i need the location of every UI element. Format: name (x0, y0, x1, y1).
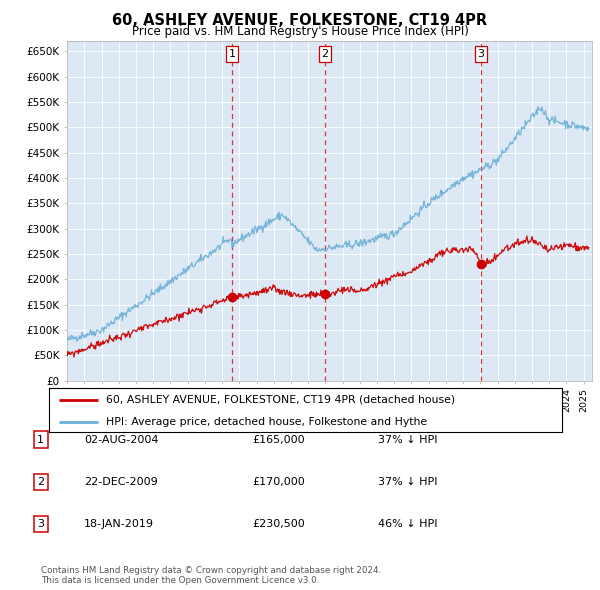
Text: HPI: Average price, detached house, Folkestone and Hythe: HPI: Average price, detached house, Folk… (106, 417, 427, 427)
Text: 22-DEC-2009: 22-DEC-2009 (84, 477, 158, 487)
Text: 18-JAN-2019: 18-JAN-2019 (84, 519, 154, 529)
Text: £165,000: £165,000 (252, 435, 305, 444)
Text: 3: 3 (37, 519, 44, 529)
Text: 60, ASHLEY AVENUE, FOLKESTONE, CT19 4PR (detached house): 60, ASHLEY AVENUE, FOLKESTONE, CT19 4PR … (106, 395, 455, 405)
Text: Price paid vs. HM Land Registry's House Price Index (HPI): Price paid vs. HM Land Registry's House … (131, 25, 469, 38)
Text: 2: 2 (37, 477, 44, 487)
Text: 37% ↓ HPI: 37% ↓ HPI (378, 477, 437, 487)
Text: £230,500: £230,500 (252, 519, 305, 529)
Text: 37% ↓ HPI: 37% ↓ HPI (378, 435, 437, 444)
Text: 3: 3 (478, 49, 485, 59)
Text: Contains HM Land Registry data © Crown copyright and database right 2024.
This d: Contains HM Land Registry data © Crown c… (41, 566, 381, 585)
Text: 46% ↓ HPI: 46% ↓ HPI (378, 519, 437, 529)
Text: £170,000: £170,000 (252, 477, 305, 487)
Text: 02-AUG-2004: 02-AUG-2004 (84, 435, 158, 444)
Text: 60, ASHLEY AVENUE, FOLKESTONE, CT19 4PR: 60, ASHLEY AVENUE, FOLKESTONE, CT19 4PR (112, 13, 488, 28)
Text: 1: 1 (229, 49, 236, 59)
Text: 2: 2 (322, 49, 328, 59)
Text: 1: 1 (37, 435, 44, 444)
